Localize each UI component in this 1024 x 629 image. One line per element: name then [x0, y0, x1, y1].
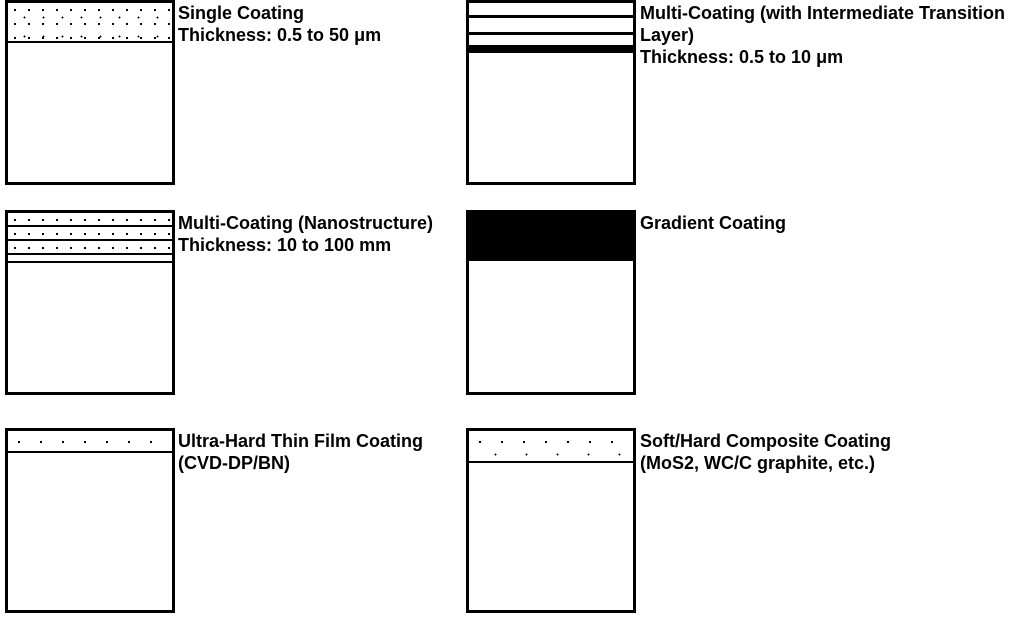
inter-layer-1	[469, 3, 633, 15]
soft-hard-layer	[469, 431, 633, 463]
box-multi-nano	[5, 210, 175, 395]
inter-line-3	[469, 45, 633, 53]
coating-types-diagram: Single Coating Thickness: 0.5 to 50 μm M…	[0, 0, 1024, 629]
cell-soft-hard	[466, 428, 636, 613]
subtitle-text: (MoS2, WC/C graphite, etc.)	[640, 452, 1020, 474]
nano-stripe-3	[8, 241, 172, 253]
nano-stripe-2	[8, 227, 172, 239]
cell-gradient	[466, 210, 636, 395]
coating-layer-dots	[8, 3, 172, 43]
title-text: Gradient Coating	[640, 212, 1000, 234]
box-ultra-hard	[5, 428, 175, 613]
nano-stripe-1	[8, 213, 172, 225]
nano-stripe-4	[8, 255, 172, 263]
label-gradient: Gradient Coating	[640, 212, 1000, 234]
inter-layer-3	[469, 35, 633, 45]
title-text: Soft/Hard Composite Coating	[640, 430, 1020, 452]
box-soft-hard	[466, 428, 636, 613]
title-text: Multi-Coating (with Intermediate Transit…	[640, 2, 1020, 46]
box-single-coating	[5, 0, 175, 185]
inter-layer-2	[469, 18, 633, 32]
cell-ultra-hard	[5, 428, 175, 613]
gradient-layer-solid	[469, 213, 633, 261]
cell-multi-nano	[5, 210, 175, 395]
cell-multi-intermediate	[466, 0, 636, 185]
box-gradient	[466, 210, 636, 395]
cell-single-coating	[5, 0, 175, 185]
box-multi-intermediate	[466, 0, 636, 185]
label-multi-intermediate: Multi-Coating (with Intermediate Transit…	[640, 2, 1020, 68]
thickness-text: Thickness: 0.5 to 10 μm	[640, 46, 1020, 68]
label-soft-hard: Soft/Hard Composite Coating (MoS2, WC/C …	[640, 430, 1020, 474]
ultra-hard-layer	[8, 431, 172, 453]
